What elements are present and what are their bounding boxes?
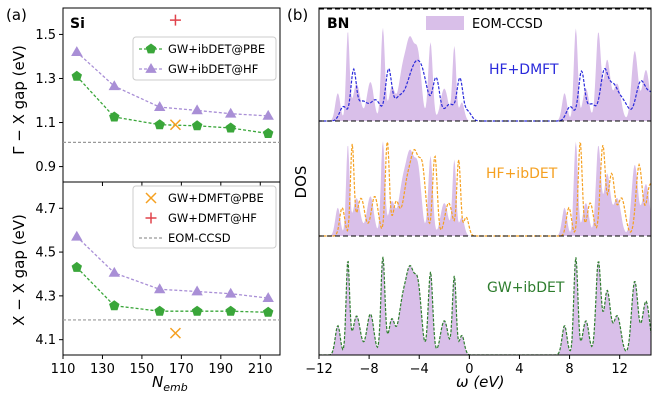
dos-x-tick-label: 0 (465, 362, 473, 377)
x-axis-label-nemb: Nemb (152, 373, 188, 394)
data-point-triangle (71, 46, 83, 56)
triangle-marker-icon (145, 63, 157, 73)
dos-x-tick-label: −4 (410, 362, 429, 377)
data-point-triangle (262, 292, 274, 302)
data-point-pentagon (225, 122, 236, 133)
data-point-triangle (154, 101, 166, 111)
data-point-pentagon (154, 119, 165, 130)
y-tick-label: 1.1 (35, 116, 56, 131)
data-point-triangle (108, 266, 120, 277)
legend-label-gw-dmft-pbe: GW+DMFT@PBE (168, 191, 264, 205)
gap-x-x-ylabel: X − X gap (eV) (10, 214, 28, 326)
dos-ylabel: DOS (292, 166, 310, 199)
data-point-triangle (225, 107, 237, 118)
data-point-pentagon (191, 120, 203, 131)
series-line-1 (76, 236, 269, 299)
y-tick-label: 4.1 (35, 333, 56, 348)
data-point-triangle (191, 285, 203, 296)
eom-ccsd-dos-area (319, 141, 651, 236)
dos-x-tick-label: −8 (360, 362, 379, 377)
dos-x-tick-label: −12 (305, 362, 332, 377)
legend-lower: GW+DMFT@PBE GW+DMFT@HF EOM-CCSD (132, 185, 277, 249)
dos-curve-2 (319, 256, 651, 355)
data-point-pentagon (109, 111, 120, 122)
legend-label-gw-ibdet-pbe: GW+ibDET@PBE (168, 42, 265, 56)
legend-label-eom-ccsd: EOM-CCSD (168, 231, 231, 245)
data-point-pentagon (154, 305, 165, 316)
y-tick-label: 1.5 (35, 28, 56, 43)
data-point-triangle (154, 283, 166, 294)
y-tick-label: 4.5 (35, 246, 56, 261)
y-tick-label: 4.7 (35, 202, 56, 217)
plus-marker-icon (145, 212, 157, 224)
dos-xlabel: ω (eV) (456, 373, 505, 391)
series-label-gw-ibdet: GW+ibDET (487, 280, 565, 296)
data-point-pentagon (109, 300, 120, 311)
dos-curve-0 (319, 59, 651, 122)
x-tick-label: 130 (90, 362, 115, 377)
x-tick-label: 150 (129, 362, 154, 377)
series-line-1 (76, 51, 269, 117)
pentagon-marker-icon (145, 43, 157, 54)
series-line-0 (76, 266, 269, 313)
eom-ccsd-dos-area (319, 27, 651, 121)
data-point-pentagon (262, 306, 274, 317)
legend-marker-gw-dmft-pbe (145, 192, 157, 204)
data-point-pentagon (262, 128, 274, 138)
legend-upper: GW+ibDET@PBE GW+ibDET@HF (132, 36, 277, 81)
series-label-hf-ibdet: HF+ibDET (486, 166, 558, 182)
dos-axes (318, 7, 652, 356)
x-tick-label: 190 (208, 362, 233, 377)
dos-curve-1 (319, 140, 651, 237)
dos-x-tick-label: 12 (611, 362, 628, 377)
series-label-hf-dmft: HF+DMFT (489, 62, 559, 78)
data-point-pentagon (225, 305, 236, 316)
data-point-pentagon (71, 70, 82, 81)
panel-label-a: (a) (6, 6, 27, 24)
gap-x-x-axes (62, 181, 281, 356)
legend-upper-box (132, 36, 277, 81)
data-point-pentagon (191, 305, 203, 316)
legend-swatch-eom-ccsd (426, 16, 464, 30)
legend-lower-box (132, 185, 277, 249)
data-point-triangle (262, 109, 274, 120)
material-tag-bn: BN (327, 16, 349, 32)
data-point-gw-dmft-pbe (169, 327, 181, 339)
y-tick-label: 0.9 (35, 160, 56, 175)
data-point-triangle (108, 80, 120, 91)
dos-plot: BN EOM-CCSD HF+DMFT HF+ibDET GW+ibDET DO… (292, 7, 652, 391)
gap-gamma-x-ylabel: Γ − X gap (eV) (10, 45, 28, 155)
panel-label-b: (b) (287, 6, 308, 24)
x-tick-label: 170 (169, 362, 194, 377)
x-tick-label: 110 (51, 362, 76, 377)
gap-gamma-x-axes (62, 7, 281, 183)
cross-marker-icon (145, 192, 157, 204)
material-tag-si: Si (70, 16, 85, 32)
gap-gamma-x-plot: Si Γ − X gap (eV) 0.9 1.1 1.3 1.5 GW+ibDET@… (10, 7, 281, 186)
dos-x-tick-label: 8 (565, 362, 573, 377)
data-point-pentagon (71, 261, 82, 272)
dos-x-tick-label: 4 (515, 362, 523, 377)
data-point-triangle (225, 287, 237, 298)
gap-x-x-plot: X − X gap (eV) Nemb 4.1 4.3 4.5 4.7 110 130 15… (10, 181, 281, 394)
y-tick-label: 1.3 (35, 72, 56, 87)
x-tick-label: 210 (248, 362, 273, 377)
data-point-triangle (191, 104, 203, 115)
series-line-0 (76, 75, 269, 135)
legend-label-gw-dmft-hf: GW+DMFT@HF (168, 211, 257, 225)
data-point-gw-dmft-pbe (169, 119, 181, 131)
y-tick-label: 4.3 (35, 289, 56, 304)
data-point-triangle (71, 230, 83, 241)
eom-ccsd-dos-area (319, 256, 651, 355)
legend-label-eom-ccsd-dos: EOM-CCSD (472, 17, 543, 32)
legend-label-gw-ibdet-hf: GW+ibDET@HF (168, 62, 258, 76)
